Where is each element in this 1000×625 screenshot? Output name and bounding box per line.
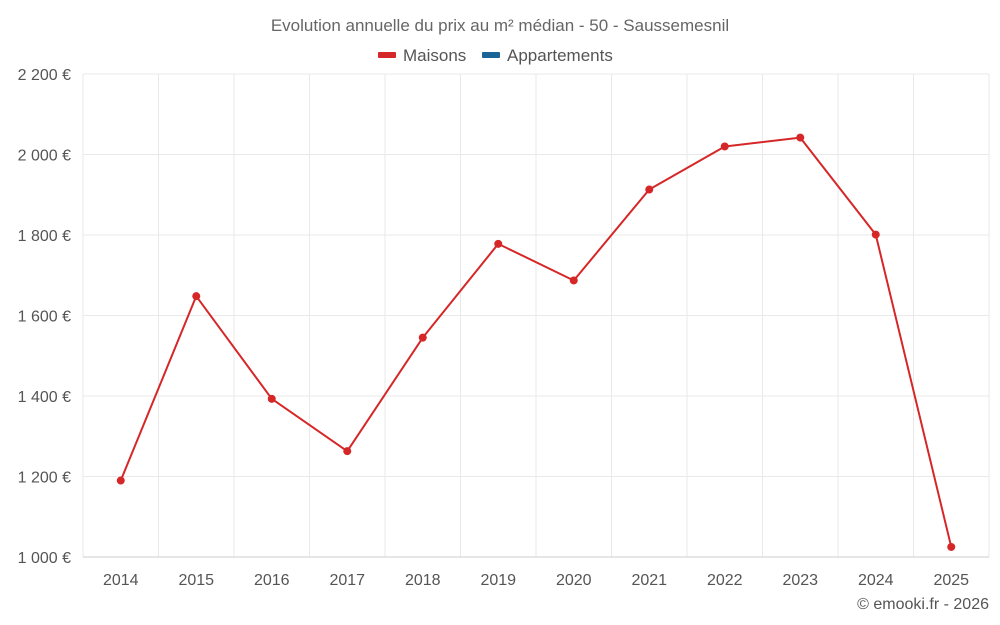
x-gridlines (82, 74, 990, 557)
chart-title: Evolution annuelle du prix au m² médian … (271, 16, 729, 35)
x-tick-label: 2014 (103, 572, 139, 589)
y-tick-label: 1 800 € (18, 228, 71, 245)
y-tick-label: 1 200 € (18, 470, 71, 487)
x-axis-ticks: 2014 2015 2016 2017 2018 2019 2020 2021 2022 2023… (103, 572, 969, 589)
data-point-maisons (947, 542, 956, 551)
data-point-maisons (267, 394, 276, 403)
x-tick-label: 2022 (707, 572, 743, 589)
credit-text: © emooki.fr - 2026 (857, 596, 989, 613)
legend-label-appartements: Appartements (507, 46, 613, 65)
series-group (116, 133, 956, 551)
y-tick-label: 1 000 € (18, 550, 71, 567)
x-tick-label: 2018 (405, 572, 441, 589)
data-point-maisons (494, 239, 503, 248)
y-axis-ticks: 1 000 € 1 200 € 1 400 € 1 600 € 1 800 € 2 000… (18, 67, 71, 567)
legend-label-maisons: Maisons (403, 46, 466, 65)
x-tick-label: 2015 (178, 572, 214, 589)
y-tick-label: 2 200 € (18, 67, 71, 84)
x-tick-label: 2020 (556, 572, 592, 589)
data-point-maisons (645, 185, 654, 194)
x-tick-label: 2025 (933, 572, 969, 589)
y-tick-label: 2 000 € (18, 148, 71, 165)
y-tick-label: 1 600 € (18, 309, 71, 326)
legend-swatch-appartements (482, 52, 500, 58)
data-point-maisons (569, 276, 578, 285)
legend: Maisons Appartements (378, 46, 613, 65)
x-tick-label: 2023 (782, 572, 818, 589)
data-point-maisons (116, 476, 125, 485)
y-tick-label: 1 400 € (18, 389, 71, 406)
x-tick-label: 2019 (480, 572, 516, 589)
data-point-maisons (720, 142, 729, 151)
legend-swatch-maisons (378, 52, 396, 58)
data-point-maisons (192, 292, 201, 301)
x-tick-label: 2021 (631, 572, 667, 589)
x-tick-label: 2017 (329, 572, 365, 589)
data-point-maisons (871, 230, 880, 239)
data-point-maisons (418, 333, 427, 342)
series-line-maisons (119, 136, 953, 548)
data-point-maisons (796, 133, 805, 142)
x-tick-label: 2024 (858, 572, 894, 589)
data-point-maisons (343, 447, 352, 456)
x-tick-label: 2016 (254, 572, 290, 589)
